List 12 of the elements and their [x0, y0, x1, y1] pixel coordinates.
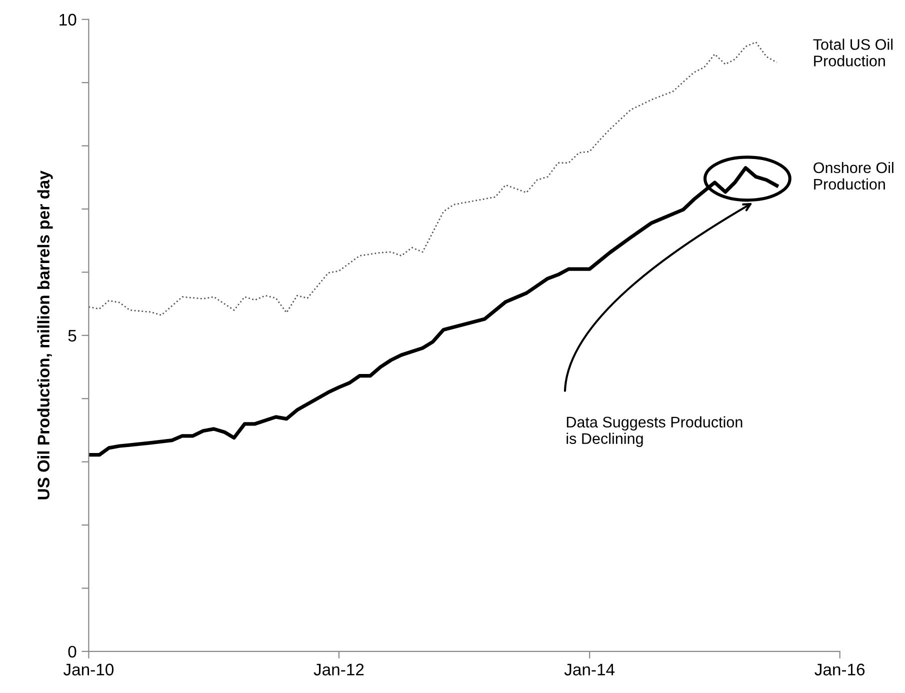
y-axis-title: US Oil Production, million barrels per day	[37, 170, 53, 500]
annotation: Data Suggests Production is Declining	[566, 416, 742, 448]
x-tick-label: Jan-12	[314, 664, 364, 676]
line-series	[88, 41, 778, 316]
y-tick-label: 5	[68, 330, 76, 342]
y-tick-label: 10	[60, 14, 76, 26]
x-tick-label: Jan-16	[814, 664, 865, 676]
text: Onshore Oil Production	[814, 162, 894, 190]
text: Total US Oil Production	[813, 38, 892, 66]
x-tick-label: Jan-14	[564, 664, 615, 676]
y-tick-label: 0	[68, 646, 76, 658]
x-tick-label: Jan-10	[63, 664, 114, 676]
